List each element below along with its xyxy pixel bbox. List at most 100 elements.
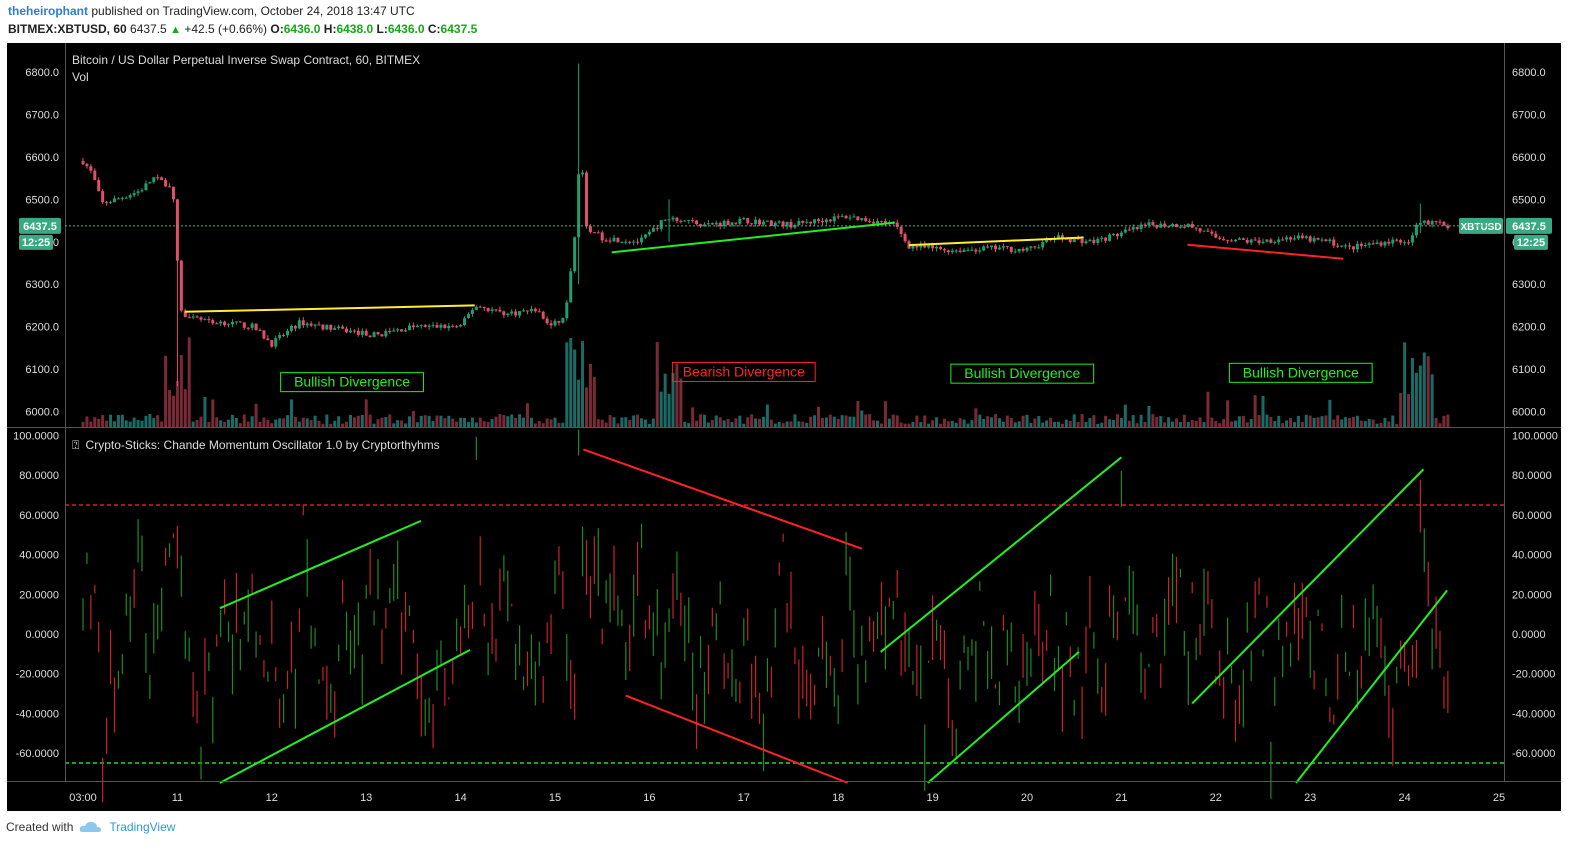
- volume-bar: [1379, 422, 1383, 427]
- volume-bar: [368, 414, 372, 427]
- osc-trendline-red: [625, 694, 849, 784]
- candle-body: [541, 311, 545, 319]
- volume-bar: [569, 338, 573, 427]
- volume-bar: [1151, 414, 1155, 427]
- candle-body: [994, 245, 998, 250]
- price-y-tick-right: 6000.0: [1512, 407, 1546, 419]
- volume-bar: [624, 417, 628, 427]
- candle-body: [824, 219, 828, 223]
- volume-bar: [573, 349, 577, 427]
- high-value: 6438.0: [336, 22, 374, 36]
- volume-bar: [864, 414, 868, 427]
- volume-bar: [187, 337, 191, 427]
- volume-bar: [1037, 416, 1041, 427]
- volume-bar: [227, 419, 231, 427]
- candle-body: [262, 330, 266, 339]
- volume-bar: [765, 404, 769, 427]
- volume-bar: [211, 399, 215, 427]
- candle-body: [1285, 237, 1289, 240]
- candle-body: [1320, 239, 1324, 241]
- candle-body: [1336, 245, 1340, 247]
- price-y-tick-left: 6700.0: [25, 109, 59, 121]
- volume-bar: [1143, 421, 1147, 427]
- tradingview-link[interactable]: TradingView: [109, 820, 176, 834]
- chart-canvas[interactable]: Bullish Divergence Bearish Divergence Bull…: [7, 43, 1561, 811]
- volume-bar: [289, 399, 293, 427]
- volume-bar: [238, 423, 242, 427]
- candle-body: [1115, 233, 1119, 237]
- volume-bar: [474, 422, 478, 427]
- candle-body: [447, 325, 451, 329]
- volume-bar: [1115, 414, 1119, 427]
- volume-bar: [1139, 414, 1143, 427]
- candle-body: [761, 221, 765, 225]
- low-label: L:: [376, 22, 388, 36]
- candle-body: [360, 330, 364, 335]
- candle-body: [860, 218, 864, 221]
- candle-body: [494, 309, 498, 311]
- candle-body: [266, 338, 270, 341]
- candle-body: [325, 324, 329, 330]
- osc-y-tick-left: 80.0000: [19, 470, 59, 482]
- volume-bar: [1422, 352, 1426, 427]
- candle-body: [624, 241, 628, 243]
- candle-body: [297, 320, 301, 329]
- candle-body: [608, 240, 612, 242]
- author-link[interactable]: theheirophant: [8, 4, 88, 18]
- volume-bar: [545, 418, 549, 427]
- candle-body: [655, 228, 659, 230]
- candle-body: [805, 221, 809, 223]
- volume-bar: [478, 417, 482, 427]
- candle-body: [584, 172, 588, 227]
- symbol-tag-text: XBTUSD: [1460, 222, 1501, 233]
- chart-panel[interactable]: Bullish Divergence Bearish Divergence Bull…: [7, 43, 1561, 811]
- volume-bar: [254, 403, 258, 427]
- candle-body: [1249, 239, 1253, 243]
- candle-body: [706, 223, 710, 225]
- candle-body: [671, 217, 675, 220]
- volume-bar: [1387, 421, 1391, 427]
- volume-bar: [313, 415, 317, 427]
- candle-body: [148, 182, 152, 184]
- volume-bar: [1249, 419, 1253, 427]
- candle-body: [463, 318, 467, 326]
- volume-bar: [1399, 392, 1403, 427]
- candles: [81, 63, 1450, 387]
- volume-bar: [706, 422, 710, 427]
- volume-bar: [986, 416, 990, 427]
- candle-body: [431, 325, 435, 327]
- volume-bar: [124, 420, 128, 427]
- candle-body: [1371, 243, 1375, 245]
- footer: Created with TradingView: [6, 820, 175, 834]
- candle-body: [219, 321, 223, 324]
- candle-body: [549, 323, 553, 326]
- osc-y-tick-left: 100.0000: [13, 431, 59, 443]
- candle-body: [738, 218, 742, 224]
- volume-bar: [879, 423, 883, 427]
- volume-bar: [954, 422, 958, 427]
- candle-body: [1277, 239, 1281, 243]
- time-tick: 20: [1021, 792, 1033, 804]
- volume-bar: [341, 423, 345, 427]
- time-tick: 03:00: [69, 792, 97, 804]
- candle-body: [687, 219, 691, 221]
- volume-bar: [632, 415, 636, 427]
- volume-bar: [1391, 415, 1395, 427]
- candle-body: [679, 220, 683, 222]
- candle-body: [1359, 243, 1363, 246]
- candle-body: [384, 330, 388, 337]
- candle-body: [1222, 238, 1226, 241]
- candle-body: [1426, 220, 1430, 225]
- volume-bar: [1072, 414, 1076, 427]
- volume-bar: [820, 417, 824, 427]
- volume-bar: [514, 417, 518, 427]
- volume-bar: [1013, 422, 1017, 427]
- volume-bar: [494, 416, 498, 427]
- candle-body: [557, 320, 561, 323]
- volume-bar: [754, 418, 758, 427]
- time-tick: 17: [738, 792, 750, 804]
- candle-body: [537, 311, 541, 313]
- volume-bar: [663, 373, 667, 427]
- volume-bar: [1328, 399, 1332, 427]
- volume-bar: [1064, 419, 1068, 427]
